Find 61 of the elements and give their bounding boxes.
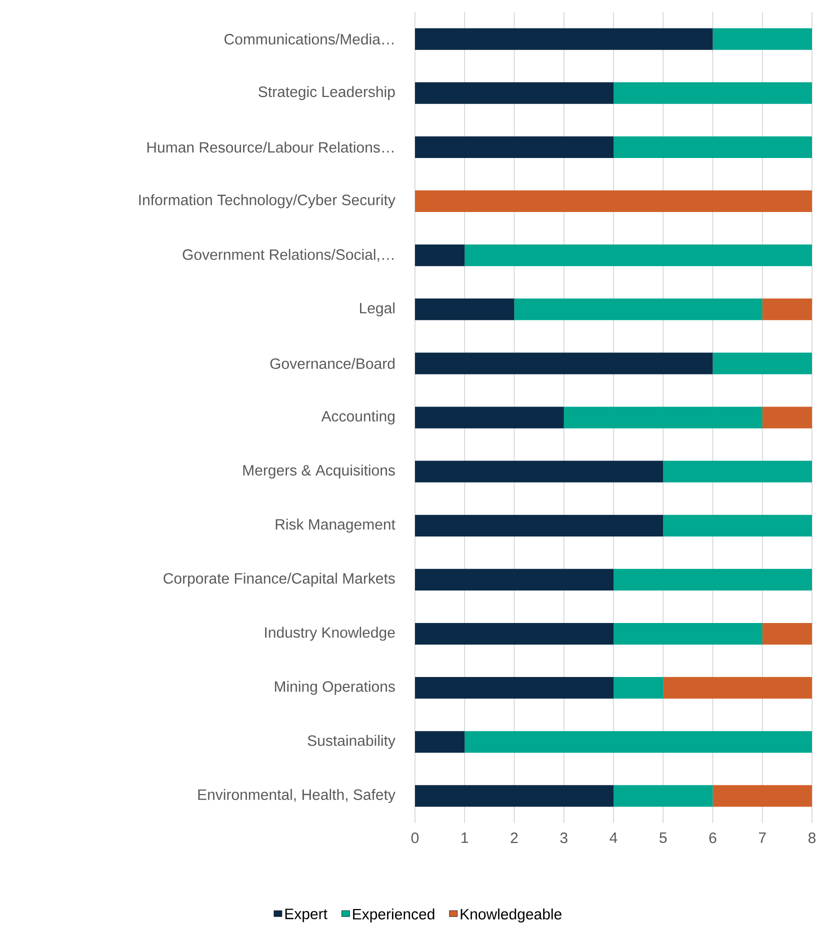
bar [414,28,713,50]
bar [613,82,812,104]
y-tick-label: Risk Management [276,518,396,533]
x-tick-label: 6 [709,832,716,844]
bar [414,190,812,212]
bar [414,514,663,536]
y-tick-label: Governance/Board [270,358,394,369]
x-tick-label: 8 [808,832,816,844]
y-tick-label: Legal [360,302,394,316]
bar [464,731,812,753]
bar [662,460,812,482]
x-tick-label: 2 [510,832,518,843]
y-tick-label: Accounting [321,410,394,424]
bar [414,298,514,320]
bar [414,136,614,158]
bar [414,406,564,428]
bar [414,460,663,482]
y-tick-label: Sustainability [308,734,396,749]
bar [712,352,812,374]
bar [414,244,464,266]
bar [414,677,614,699]
bar [613,136,812,158]
bar [613,622,762,645]
y-tick-label: Mining Operations [274,680,395,695]
bar [414,622,614,645]
bar [762,622,812,645]
legend-label: Expert [285,908,328,922]
bar [613,785,713,807]
y-tick-label: Information Technology/Cyber Security [139,194,396,208]
legend-label: Experienced [352,908,434,922]
bar [762,406,812,428]
x-tick-label: 7 [758,832,766,843]
bar [414,731,464,753]
y-tick-label: Environmental, Health, Safety [198,788,396,803]
legend-label: Knowledgeable [460,908,562,922]
y-tick-label: Industry Knowledge [264,626,395,641]
x-tick-label: 4 [609,832,617,843]
bar [712,785,812,807]
bar [662,514,812,536]
y-tick-label: Human Resource/Labour Relations… [147,142,394,153]
bar [514,298,762,320]
bar [464,244,812,266]
y-tick-label: Communications/Media… [224,34,394,45]
y-tick-label: Mergers & Acquisitions [243,464,395,479]
bar [712,28,812,50]
bar [414,785,614,807]
bar [414,82,614,104]
bar [662,677,812,699]
y-tick-label: Corporate Finance/Capital Markets [163,572,395,587]
bar [613,568,812,591]
bar [613,677,663,699]
x-tick-label: 5 [659,832,666,843]
bar [414,568,614,591]
x-tick-label: 1 [461,832,468,843]
bar [414,352,713,374]
y-tick-label: Government Relations/Social,… [182,248,394,262]
y-tick-label: Strategic Leadership [258,86,395,100]
bar [762,298,812,320]
x-tick-label: 0 [411,832,418,844]
bar [564,406,762,428]
x-tick-label: 3 [560,832,568,844]
